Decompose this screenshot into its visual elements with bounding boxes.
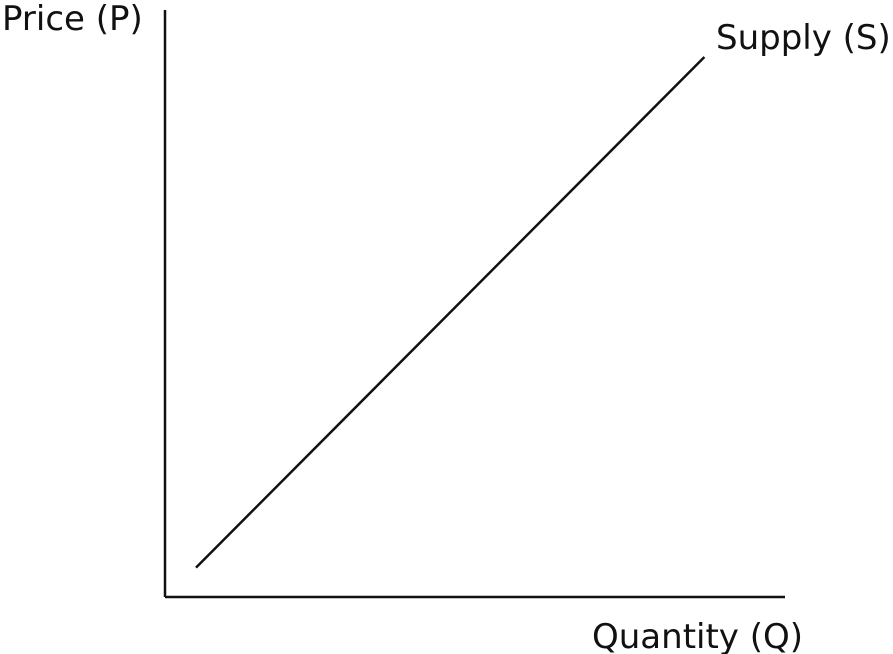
y-axis-label: Price (P) bbox=[2, 0, 143, 39]
supply-curve bbox=[195, 56, 706, 569]
supply-curve-label: Supply (S) bbox=[716, 18, 891, 58]
x-axis-label: Quantity (Q) bbox=[592, 617, 803, 654]
